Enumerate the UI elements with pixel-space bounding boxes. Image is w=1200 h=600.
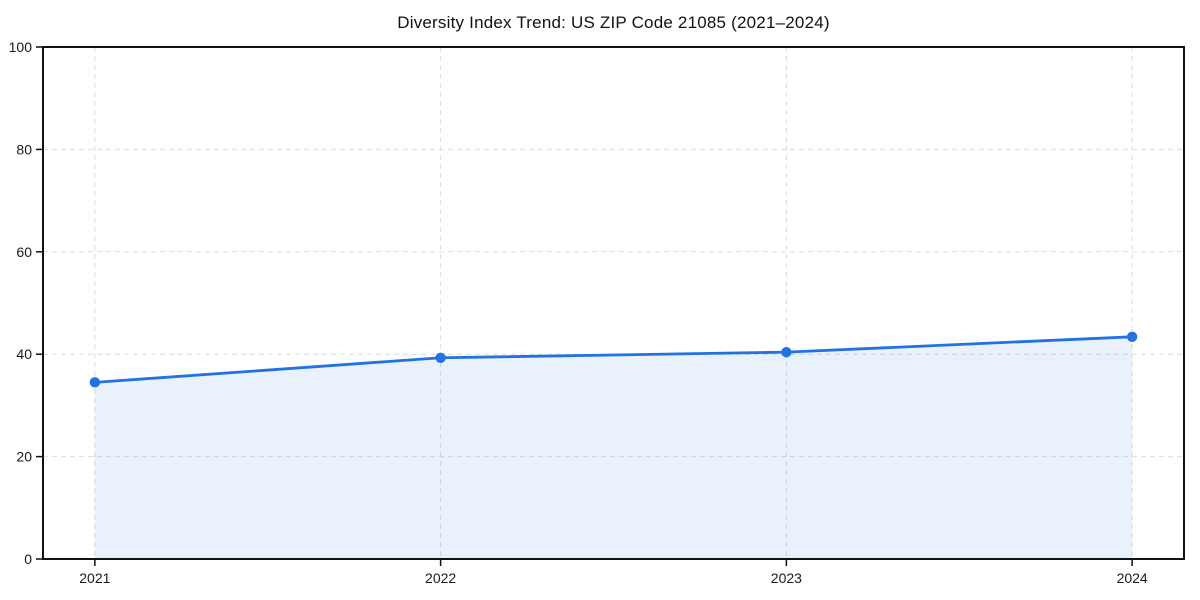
data-point-marker (781, 346, 792, 358)
x-tick-label: 2022 (425, 570, 456, 586)
y-tick-label: 20 (16, 449, 32, 465)
x-tick-label: 2023 (771, 570, 802, 586)
y-tick-label: 100 (9, 39, 33, 55)
plot-frame (42, 46, 1185, 560)
y-tick-label: 60 (16, 244, 32, 260)
series-line (93, 335, 1134, 384)
y-tick-label: 80 (16, 141, 32, 157)
chart-title: Diversity Index Trend: US ZIP Code 21085… (397, 13, 830, 32)
data-point-marker (1126, 331, 1138, 342)
y-tick-label: 0 (24, 551, 32, 567)
x-tick-label: 2021 (79, 570, 110, 586)
data-point-marker (435, 352, 446, 363)
series-area-fill (94, 336, 1133, 559)
y-tick-label: 40 (16, 346, 32, 362)
data-point-marker (89, 377, 101, 388)
x-tick-label: 2024 (1117, 570, 1148, 586)
